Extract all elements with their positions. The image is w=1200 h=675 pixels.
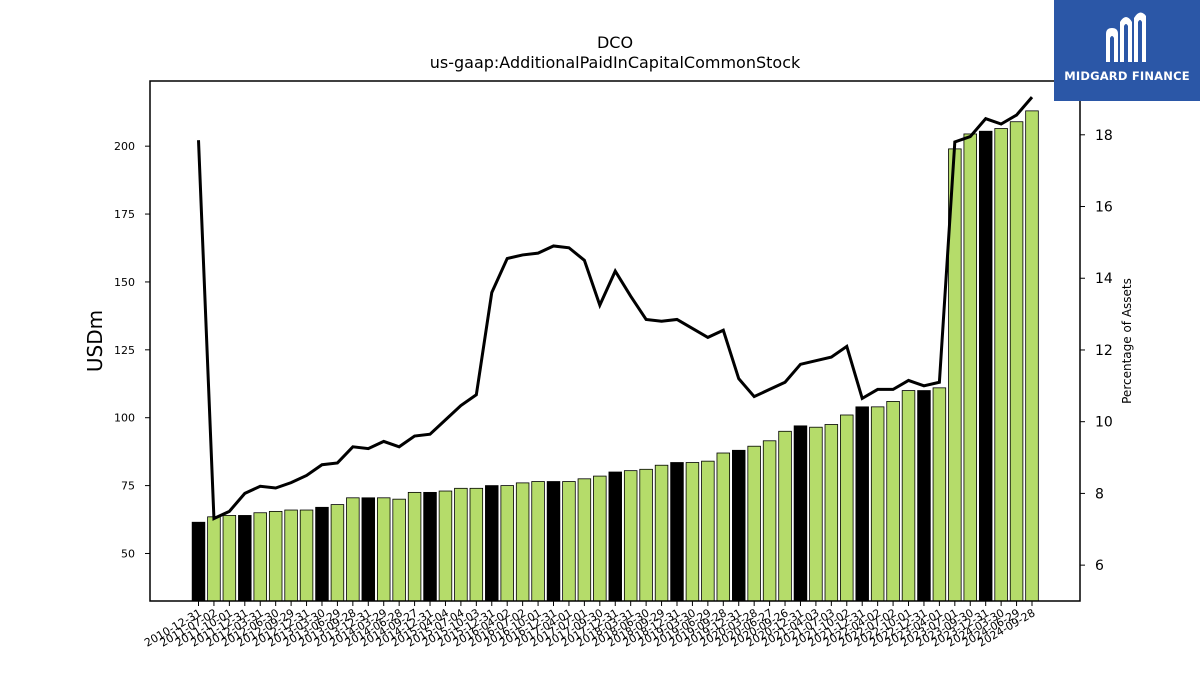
- bar: [253, 512, 267, 602]
- y2-tick-label: 10: [1095, 415, 1113, 431]
- bar: [932, 387, 947, 602]
- bar: [438, 490, 453, 602]
- bar: [531, 481, 545, 602]
- bar: [793, 425, 808, 602]
- bar: [222, 515, 237, 602]
- y2-axis-label: Percentage of Assets: [1120, 278, 1134, 404]
- bar: [963, 133, 977, 602]
- bar: [917, 390, 931, 602]
- bar: [577, 478, 592, 602]
- bar: [238, 515, 252, 602]
- bar: [191, 521, 206, 602]
- bar: [978, 130, 993, 602]
- bar: [1009, 121, 1024, 602]
- y-tick-label: 75: [121, 480, 135, 493]
- bar: [778, 430, 792, 602]
- bar: [469, 487, 484, 602]
- x-axis-ticks: 2010-12-312011-07-022011-10-012011-12-31…: [142, 601, 1038, 650]
- bar: [608, 471, 622, 602]
- bar: [870, 406, 885, 602]
- bar: [901, 390, 916, 602]
- brand-logo: MIDGARD FINANCE: [1054, 0, 1200, 101]
- bar: [268, 510, 283, 602]
- bar: [1025, 110, 1039, 602]
- bar: [886, 401, 900, 602]
- bar: [855, 406, 869, 602]
- bar: [407, 491, 422, 602]
- bar: [423, 491, 437, 602]
- bar: [824, 424, 839, 602]
- bar: [809, 426, 823, 602]
- bar: [670, 462, 684, 602]
- chart-title: DCO: [597, 33, 633, 52]
- bar: [546, 481, 561, 602]
- bar: [762, 440, 777, 602]
- y-tick-label: 100: [114, 412, 135, 425]
- y-tick-label: 50: [121, 547, 135, 560]
- bar: [685, 462, 700, 602]
- midgard-logo-icon: [1106, 12, 1146, 63]
- bar: [623, 470, 638, 602]
- bar: [315, 506, 329, 602]
- bar: [392, 498, 406, 602]
- bar: [284, 509, 298, 602]
- bars-group: [191, 110, 1039, 602]
- y2-tick-label: 18: [1095, 128, 1113, 144]
- y2-tick-label: 12: [1095, 343, 1113, 359]
- bar: [330, 504, 345, 602]
- bar: [376, 497, 391, 602]
- right-axis-ticks: 6 8 10 12 14 16 18: [1080, 128, 1113, 574]
- y2-tick-label: 14: [1095, 271, 1113, 287]
- percentage-line: [197, 96, 1034, 521]
- bar: [701, 460, 715, 602]
- left-axis-ticks: 50 75 100 125 150 175 200: [114, 140, 150, 560]
- y2-tick-label: 8: [1095, 486, 1104, 502]
- bar: [500, 485, 514, 602]
- bar: [299, 509, 314, 602]
- bar: [716, 452, 731, 602]
- bar: [515, 482, 530, 602]
- bar: [593, 475, 607, 602]
- bar: [840, 414, 854, 602]
- bar: [654, 464, 669, 602]
- y2-tick-label: 6: [1095, 558, 1104, 574]
- y-tick-label: 150: [114, 276, 135, 289]
- bar: [747, 445, 761, 602]
- bar: [732, 449, 746, 602]
- bar: [346, 497, 360, 602]
- bar: [994, 128, 1008, 602]
- bar: [639, 468, 653, 602]
- bar: [361, 497, 376, 602]
- logo-text: MIDGARD FINANCE: [1064, 69, 1190, 83]
- bar: [485, 485, 499, 602]
- chart-subtitle: us-gaap:AdditionalPaidInCapitalCommonSto…: [430, 53, 801, 72]
- bar: [454, 487, 468, 602]
- y-tick-label: 175: [114, 208, 135, 221]
- bar: [207, 516, 221, 602]
- y2-tick-label: 16: [1095, 200, 1113, 216]
- y-axis-label: USDm: [83, 310, 107, 372]
- y-tick-label: 125: [114, 344, 135, 357]
- bar: [562, 481, 576, 602]
- y-tick-label: 200: [114, 140, 135, 153]
